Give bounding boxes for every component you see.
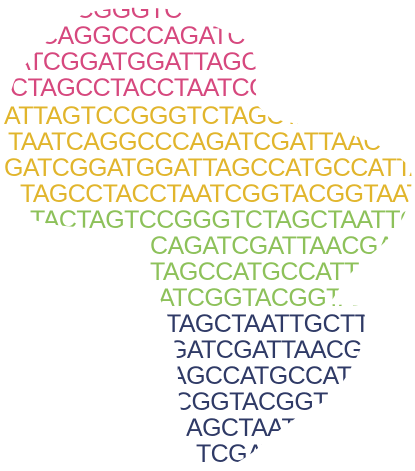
dna-sequence-line: TACTAGTCCGGGTCTAGCTAATTGCTTATGCC	[30, 206, 415, 234]
dna-sequence-line: ATCGGATGGATTAGCCATGCC	[14, 48, 359, 76]
dna-sequence-line: TAGCCTACCTAATCGGTACGGTAATACGGAT	[20, 180, 415, 208]
dna-sequence-line: TAATCAGGCCCAGATCGATTAACGAA	[8, 128, 415, 156]
dna-sequence-line: CGGTACGGT ACC	[174, 388, 384, 416]
dna-sequence-line: CCATG	[204, 466, 287, 471]
dna-sequence-line: TAGCTAATTGCTTA	[166, 310, 384, 338]
dna-sequence-line: AGCTAATTG	[186, 414, 330, 442]
dna-sequence-line: GATCGGATGGATTAGCCATGCCATTATGCCTA	[4, 154, 415, 182]
dna-sequence-line: ATTAGTCCGGGTCTAGCTAATTGCT	[4, 102, 408, 130]
dna-sequence-line: CTAGCCTACCTAATCGGTACGGTA	[10, 74, 401, 102]
dna-sequence-line: CAGATCGATTAACGAATCC	[150, 232, 415, 260]
dna-letter-lines: CCGGGTCCAGGCCCAGATCGATTAAATCGGATGGATTAGC…	[4, 0, 415, 471]
dna-sequence-line: AGCCATGCCATT GC	[170, 362, 409, 390]
dna-sequence-line: GATCGATTAACGA CAA	[168, 336, 415, 364]
dna-sequence-line: TAGCCATGCCATTATG	[150, 258, 405, 286]
dna-sequence-line: CCGGGTC	[58, 0, 182, 24]
dna-sequence-line: TCGATTAA	[196, 440, 322, 468]
dna-sequence-line: CAGGCCCAGATCGATTAA	[40, 22, 338, 50]
dna-sequence-line: ATCGGTACGGTAATA	[158, 284, 399, 312]
